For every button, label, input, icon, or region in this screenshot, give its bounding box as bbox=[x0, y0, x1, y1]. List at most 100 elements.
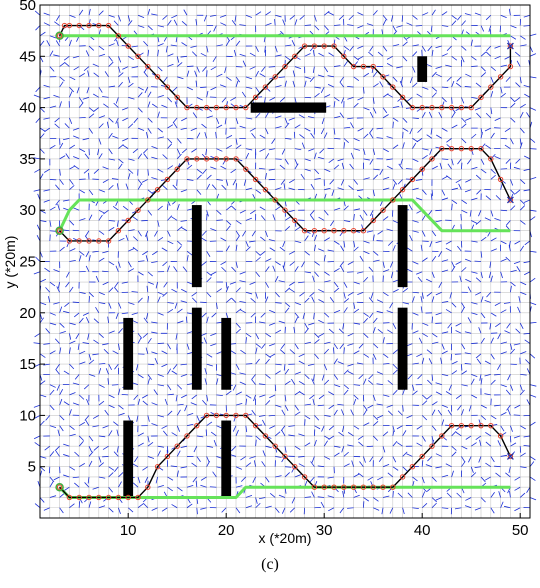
field-arrow bbox=[357, 291, 364, 296]
field-arrow bbox=[144, 66, 149, 73]
field-arrow bbox=[255, 439, 257, 447]
field-arrow bbox=[376, 127, 384, 130]
field-arrow bbox=[201, 261, 207, 266]
field-arrow bbox=[298, 391, 305, 396]
field-arrow bbox=[253, 394, 256, 402]
field-arrow bbox=[33, 404, 41, 408]
field-arrow bbox=[451, 203, 453, 211]
trajectory-point bbox=[360, 484, 367, 490]
field-arrow bbox=[361, 224, 364, 231]
field-arrow bbox=[284, 446, 287, 453]
field-arrow bbox=[245, 187, 253, 191]
field-arrow bbox=[69, 144, 76, 149]
field-arrow bbox=[186, 164, 193, 170]
field-arrow bbox=[195, 19, 198, 26]
field-arrow bbox=[314, 168, 320, 175]
field-arrow bbox=[386, 55, 393, 60]
field-arrow bbox=[245, 240, 249, 248]
field-arrow bbox=[353, 281, 360, 285]
field-arrow bbox=[233, 49, 237, 57]
field-arrow bbox=[510, 442, 517, 447]
field-arrow bbox=[353, 302, 356, 309]
field-arrow bbox=[529, 497, 537, 501]
field-arrow bbox=[494, 373, 501, 376]
field-arrow bbox=[418, 337, 423, 344]
field-arrow bbox=[350, 122, 354, 129]
field-arrow bbox=[261, 461, 266, 467]
field-arrow bbox=[408, 204, 413, 211]
trajectory-point bbox=[448, 422, 455, 429]
field-arrow bbox=[480, 168, 487, 174]
field-arrow bbox=[519, 199, 526, 205]
field-arrow bbox=[108, 394, 115, 399]
field-arrow bbox=[363, 107, 370, 111]
trajectory-point bbox=[419, 166, 425, 172]
field-arrow bbox=[421, 435, 426, 442]
field-arrow bbox=[455, 431, 462, 437]
field-arrow bbox=[519, 389, 525, 396]
field-arrow bbox=[173, 122, 178, 129]
field-arrow bbox=[191, 462, 198, 468]
field-arrow bbox=[85, 419, 90, 426]
field-arrow bbox=[431, 497, 437, 503]
field-arrow bbox=[347, 444, 354, 447]
field-arrow bbox=[249, 127, 256, 132]
field-arrow bbox=[309, 45, 315, 52]
field-arrow bbox=[323, 379, 330, 385]
field-arrow bbox=[333, 207, 341, 211]
field-arrow bbox=[436, 134, 443, 139]
field-arrow bbox=[451, 199, 458, 204]
field-arrow bbox=[200, 476, 207, 481]
field-arrow bbox=[416, 138, 423, 143]
field-arrow bbox=[84, 482, 90, 488]
trajectory-point bbox=[154, 186, 161, 193]
field-arrow bbox=[353, 208, 361, 211]
field-arrow bbox=[340, 179, 345, 186]
field-arrow bbox=[465, 278, 472, 283]
field-arrow bbox=[478, 327, 482, 334]
field-arrow bbox=[324, 280, 331, 283]
trajectory-point bbox=[370, 217, 376, 224]
field-arrow bbox=[464, 13, 472, 16]
field-arrow bbox=[125, 183, 129, 190]
field-arrow bbox=[480, 312, 486, 319]
field-arrow bbox=[75, 333, 80, 340]
field-arrow bbox=[289, 288, 296, 293]
y-tick-label: 10 bbox=[19, 407, 36, 424]
field-arrow bbox=[63, 55, 70, 61]
field-arrow bbox=[468, 405, 472, 412]
field-arrow bbox=[224, 117, 227, 125]
field-arrow bbox=[245, 86, 253, 89]
field-arrow bbox=[446, 175, 452, 180]
field-arrow bbox=[441, 373, 449, 377]
field-arrow bbox=[451, 55, 458, 61]
field-arrow bbox=[519, 425, 526, 430]
field-arrow bbox=[461, 445, 468, 450]
field-arrow bbox=[157, 466, 164, 471]
field-arrow bbox=[103, 209, 109, 215]
field-arrow bbox=[510, 102, 516, 108]
field-arrow bbox=[347, 371, 354, 375]
field-arrow bbox=[431, 341, 439, 344]
field-arrow bbox=[359, 461, 364, 467]
field-arrow bbox=[455, 394, 462, 400]
field-arrow bbox=[500, 432, 507, 437]
field-arrow bbox=[265, 374, 271, 379]
field-arrow bbox=[304, 53, 311, 57]
field-arrow bbox=[147, 441, 154, 447]
field-arrow bbox=[39, 220, 47, 223]
field-arrow bbox=[376, 137, 384, 139]
field-arrow bbox=[372, 497, 379, 502]
field-arrow bbox=[288, 187, 295, 191]
field-arrow bbox=[221, 184, 227, 190]
field-arrow bbox=[98, 462, 105, 468]
field-arrow bbox=[519, 220, 526, 225]
field-arrow bbox=[484, 360, 491, 365]
field-arrow bbox=[161, 425, 168, 429]
field-arrow bbox=[43, 343, 50, 345]
field-arrow bbox=[53, 302, 60, 305]
field-arrow bbox=[82, 96, 90, 100]
field-arrow bbox=[417, 374, 423, 380]
field-arrow bbox=[461, 45, 467, 51]
field-arrow bbox=[196, 189, 202, 195]
